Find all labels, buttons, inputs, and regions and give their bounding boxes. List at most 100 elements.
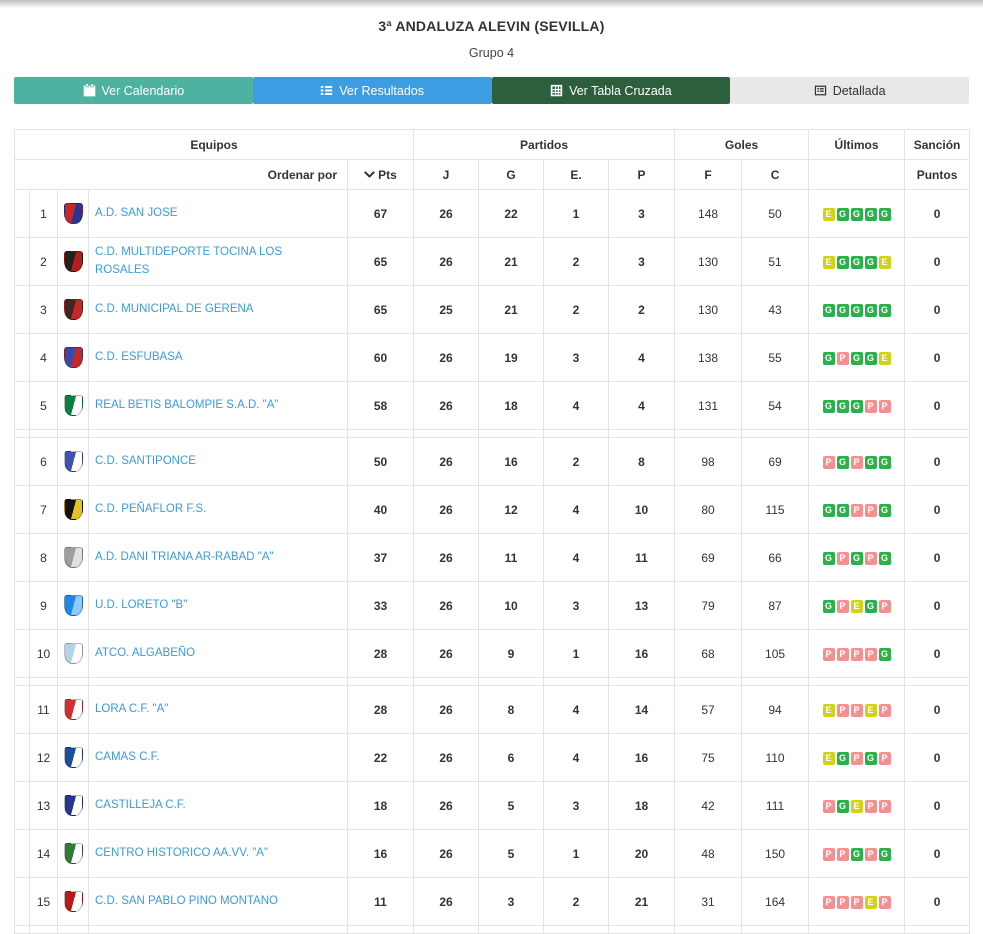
goals-for-cell: 98 (674, 437, 743, 486)
team-link[interactable]: A.D. DANI TRIANA AR-RABAD "A" (95, 550, 274, 563)
drawn-cell: 3 (543, 781, 610, 830)
team-link[interactable]: LORA C.F. "A" (95, 702, 169, 715)
lost-cell: 4 (608, 333, 676, 382)
result-badge: P (850, 504, 863, 517)
drawn-cell: 2 (543, 285, 610, 334)
goals-for-cell: 80 (674, 485, 743, 534)
result-badge: P (836, 600, 849, 613)
crest-cell (57, 685, 89, 734)
team-crest (63, 451, 83, 472)
result-badge: E (850, 600, 863, 613)
crest-cell (57, 733, 89, 782)
won-cell: 22 (478, 189, 545, 238)
result-badge: G (864, 256, 877, 269)
tab-resultados[interactable]: Ver Resultados (252, 77, 492, 104)
won-cell: 21 (478, 285, 545, 334)
page-title: 3ª ANDALUZA ALEVIN (SEVILLA) (378, 18, 605, 34)
team-link[interactable]: CASTILLEJA C.F. (95, 798, 186, 811)
team-link[interactable]: C.D. ESFUBASA (95, 350, 183, 363)
result-badge: E (878, 352, 891, 365)
goals-against-cell: 43 (741, 285, 810, 334)
position-cell: 15 (29, 877, 58, 926)
lost-cell: 11 (608, 533, 676, 582)
drawn-cell: 4 (543, 685, 610, 734)
tab-label: Ver Resultados (339, 83, 425, 98)
result-badge: P (864, 400, 877, 413)
result-badge: G (850, 848, 863, 861)
lost-cell: 3 (608, 189, 676, 238)
goals-for-cell: 148 (674, 189, 743, 238)
result-badge: G (836, 400, 849, 413)
team-crest (63, 795, 83, 816)
tab-calendario[interactable]: Ver Calendario (14, 77, 253, 104)
goals-for-cell: 130 (674, 237, 743, 286)
result-badge: G (850, 256, 863, 269)
row-spacer-cell (14, 189, 30, 238)
result-badge: P (850, 704, 863, 717)
header-pts: Pts (378, 167, 397, 182)
position-cell: 11 (29, 685, 58, 734)
team-link[interactable]: C.D. SANTIPONCE (95, 454, 196, 467)
tab-detallada[interactable]: Detallada (730, 77, 969, 104)
result-badge: P (822, 800, 835, 813)
team-link[interactable]: C.D. MUNICIPAL DE GERENA (95, 302, 254, 315)
drawn-cell: 4 (543, 533, 610, 582)
team-link[interactable]: C.D. PEÑAFLOR F.S. (95, 502, 207, 515)
goals-against-cell: 164 (741, 877, 810, 926)
drawn-cell: 2 (543, 877, 610, 926)
team-link[interactable]: C.D. MULTIDEPORTE TOCINA LOS ROSALES (95, 246, 283, 276)
header-c: C (741, 159, 810, 190)
lost-cell: 2 (608, 285, 676, 334)
result-badge: E (822, 752, 835, 765)
sancion-cell: 0 (904, 829, 971, 878)
result-badge: P (878, 752, 891, 765)
points-cell: 60 (346, 333, 415, 382)
result-badge: P (878, 704, 891, 717)
played-cell: 26 (413, 685, 480, 734)
table-row: 8 A.D. DANI TRIANA AR-RABAD "A" 37 26 11… (14, 533, 971, 582)
tab-tabla-cruzada[interactable]: Ver Tabla Cruzada (491, 77, 731, 104)
team-link[interactable]: C.D. SAN PABLO PINO MONTANO (95, 894, 278, 907)
table-icon (550, 84, 563, 97)
lost-cell: 14 (608, 685, 676, 734)
row-spacer-cell (14, 829, 30, 878)
lost-cell: 4 (608, 381, 676, 430)
team-crest (63, 203, 83, 224)
table-row: 7 C.D. PEÑAFLOR F.S. 40 26 12 4 10 80 11… (14, 485, 971, 534)
result-badge: E (864, 704, 877, 717)
group-spacer-row (14, 925, 971, 934)
result-badge: P (864, 552, 877, 565)
team-name-cell: C.D. MUNICIPAL DE GERENA (88, 285, 348, 334)
result-badge: P (836, 648, 849, 661)
team-link[interactable]: REAL BETIS BALOMPIE S.A.D. "A" (95, 398, 279, 411)
row-spacer-cell (14, 877, 30, 926)
team-name-cell: U.D. LORETO "B" (88, 581, 348, 630)
sort-pts-header[interactable]: Pts (346, 159, 415, 190)
team-link[interactable]: U.D. LORETO "B" (95, 598, 188, 611)
team-link[interactable]: CAMAS C.F. (95, 750, 160, 763)
team-name-cell: REAL BETIS BALOMPIE S.A.D. "A" (88, 381, 348, 430)
result-badge: E (822, 704, 835, 717)
goals-against-cell: 54 (741, 381, 810, 430)
sancion-cell: 0 (904, 877, 971, 926)
sancion-cell: 0 (904, 285, 971, 334)
result-badge: P (864, 504, 877, 517)
played-cell: 26 (413, 733, 480, 782)
points-cell: 22 (346, 733, 415, 782)
team-link[interactable]: ATCO. ALGABEÑO (95, 646, 196, 659)
position-cell: 7 (29, 485, 58, 534)
row-spacer-cell (14, 485, 30, 534)
result-badge: G (864, 352, 877, 365)
played-cell: 26 (413, 629, 480, 678)
team-link[interactable]: A.D. SAN JOSE (95, 206, 178, 219)
lost-cell: 8 (608, 437, 676, 486)
group-spacer-row (14, 429, 971, 438)
team-link[interactable]: CENTRO HISTORICO AA.VV. "A" (95, 846, 269, 859)
header-e: E. (543, 159, 610, 190)
